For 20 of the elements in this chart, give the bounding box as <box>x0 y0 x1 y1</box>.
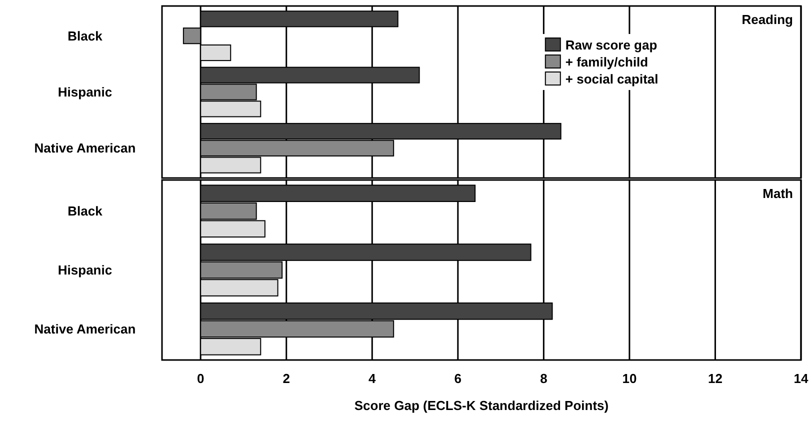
y-tick-label: Native American <box>34 321 136 336</box>
legend-label: Raw score gap <box>565 38 658 53</box>
x-tick-label: 4 <box>368 371 377 386</box>
x-tick-label: 6 <box>454 371 462 386</box>
text: Reading <box>742 12 794 27</box>
x-tick-label: 14 <box>794 371 809 386</box>
x-tick-label: 8 <box>540 371 548 386</box>
y-tick-label: Black <box>68 28 104 44</box>
x-tick-label: 2 <box>282 371 290 386</box>
x-tick-label: 12 <box>708 371 722 386</box>
x-tick-label: 0 <box>196 371 204 386</box>
x-tick-label: 10 <box>622 371 637 386</box>
y-tick-label: Native American <box>34 140 136 156</box>
legend-label: + social capital <box>565 72 658 87</box>
y-tick-label: Hispanic <box>58 84 112 100</box>
y-tick-label: Hispanic <box>58 262 112 278</box>
text: Math <box>762 186 794 201</box>
legend-label: + family/child <box>565 54 648 70</box>
x-axis-title: Score Gap (ECLS-K Standardized Points) <box>354 398 609 413</box>
y-tick-label: Black <box>68 204 104 219</box>
